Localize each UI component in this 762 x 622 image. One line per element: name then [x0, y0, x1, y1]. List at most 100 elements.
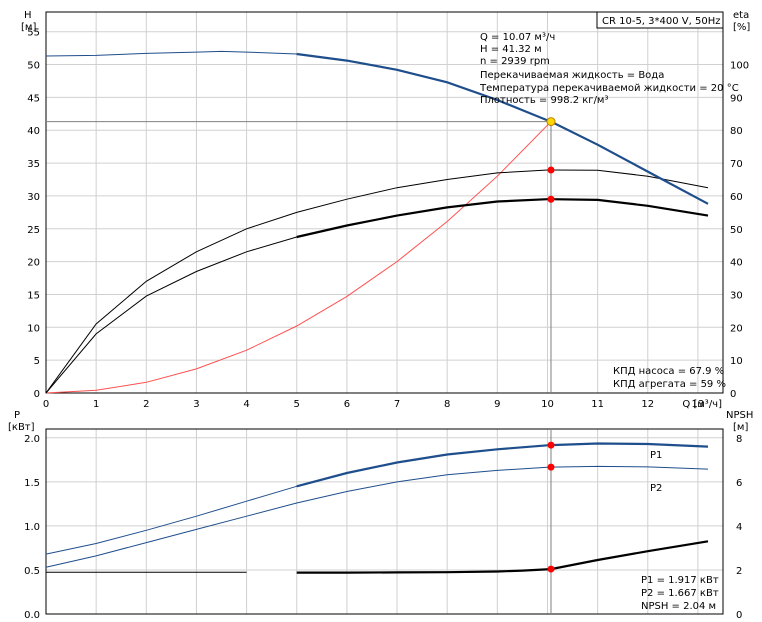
- npsh-tick-label: 4: [736, 522, 742, 533]
- x-tick-label: 0: [43, 399, 49, 410]
- p-tick-label: 1.5: [24, 478, 40, 489]
- y-right-label-upper-2: [%]: [733, 22, 750, 33]
- eta-unit-curve: [45, 198, 709, 394]
- y-left-tick-label: 45: [27, 93, 40, 104]
- info-line: H = 41.32 м: [480, 44, 542, 55]
- lower-plot-frame: [45, 428, 724, 615]
- x-tick-label: 2: [143, 399, 149, 410]
- x-tick-label: 1: [93, 399, 99, 410]
- duty-point-marker: [546, 117, 556, 127]
- p1-curve: [45, 442, 709, 555]
- head-efficiency-plot: 0 1 2 3 4 5 6 7 8 9 10 11 12 130510152025303540455055…: [21, 10, 750, 410]
- p1-curve-bold: [296, 442, 709, 488]
- p2-curve: [45, 465, 709, 568]
- lower-curves: [45, 429, 709, 614]
- info-line: n = 2939 rpm: [480, 56, 550, 67]
- x-tick-label: 3: [193, 399, 199, 410]
- x-tick-label: 8: [444, 399, 450, 410]
- power-line: NPSH = 2.04 м: [641, 601, 716, 612]
- p-tick-label: 1.0: [24, 522, 40, 533]
- upper-curves: [45, 50, 709, 394]
- y-right-tick-label: 100: [730, 61, 749, 72]
- p-tick-label: 0.5: [24, 566, 40, 577]
- power-line: P1 = 1.917 кВт: [641, 575, 719, 586]
- y-left-tick-label: 20: [27, 258, 40, 269]
- eta-unit-curve-bold: [296, 198, 709, 239]
- upper-plot-frame: [45, 11, 724, 394]
- upper-grid: [46, 12, 723, 393]
- y-left-label-lower-1: P: [14, 410, 20, 421]
- title-box: [596, 11, 724, 29]
- power-info: P1 = 1.917 кВт P2 = 1.667 кВт NPSH = 2.0…: [641, 575, 719, 612]
- x-tick-label: 5: [294, 399, 300, 410]
- y-left-label-upper-1: H: [24, 10, 32, 21]
- x-tick-label: 13: [692, 399, 705, 410]
- npsh-tick-label: 6: [736, 478, 742, 489]
- y-right-tick-label: 0: [730, 389, 736, 400]
- npsh-tick-label: 0: [736, 610, 742, 621]
- info-line: Плотность = 998.2 кг/м³: [480, 95, 609, 106]
- p2-op-marker: [547, 463, 555, 471]
- power-line: P2 = 1.667 кВт: [641, 588, 719, 599]
- y-left-tick-label: 15: [27, 290, 40, 301]
- y-right-label-lower-1: NPSH: [726, 410, 753, 421]
- y-left-label-lower-2: [кВт]: [8, 422, 35, 433]
- x-axis-label: Q [м³/ч]: [682, 399, 722, 410]
- npsh-tick-label: 2: [736, 566, 742, 577]
- x-tick-label: 12: [641, 399, 654, 410]
- y-right-tick-label: 60: [730, 192, 743, 203]
- x-tick-label: 7: [394, 399, 400, 410]
- y-left-tick-label: 30: [27, 192, 40, 203]
- y-left-tick-label: 0: [34, 389, 40, 400]
- info-line: Q = 10.07 м³/ч: [480, 32, 555, 43]
- x-tick-label: 6: [344, 399, 350, 410]
- info-line: Перекачиваемая жидкость = Вода: [480, 70, 664, 81]
- y-left-tick-label: 40: [27, 126, 40, 137]
- npsh-tick-label: 8: [736, 434, 742, 445]
- y-right-label-lower-2: [м]: [733, 422, 748, 433]
- y-left-tick-label: 10: [27, 323, 40, 334]
- lower-grid: [46, 429, 723, 614]
- operating-info: Q = 10.07 м³/ч H = 41.32 м n = 2939 rpm …: [479, 32, 739, 106]
- y-right-tick-label: 20: [730, 323, 743, 334]
- efficiency-info: КПД насоса = 67.9 % КПД агрегата = 59 %: [613, 366, 726, 390]
- y-right-tick-label: 40: [730, 258, 743, 269]
- y-right-tick-label: 30: [730, 290, 743, 301]
- y-right-label-upper-1: eta: [733, 10, 749, 21]
- info-line: Температура перекачиваемой жидкости = 20…: [479, 83, 739, 94]
- y-left-tick-label: 50: [27, 61, 40, 72]
- y-left-tick-label: 5: [34, 356, 40, 367]
- y-left-label-upper-2: [м]: [21, 22, 36, 33]
- x-tick-label: 10: [541, 399, 554, 410]
- upper-ticks: 0 1 2 3 4 5 6 7 8 9 10 11 12 130510152025303540455055…: [27, 28, 749, 410]
- p1-curve-label: P1: [650, 450, 662, 461]
- x-tick-label: 9: [494, 399, 500, 410]
- head-curve-bold: [296, 52, 709, 205]
- eta-pump-curve: [45, 169, 709, 394]
- p-tick-label: 0.0: [24, 610, 40, 621]
- y-right-tick-label: 80: [730, 126, 743, 137]
- x-tick-label: 11: [591, 399, 604, 410]
- p-tick-label: 2.0: [24, 434, 40, 445]
- x-tick-label: 4: [243, 399, 249, 410]
- npsh-op-marker: [547, 565, 555, 573]
- p2-curve-label: P2: [650, 483, 662, 494]
- chart-title: CR 10-5, 3*400 V, 50Hz: [602, 16, 720, 27]
- eff-line: КПД насоса = 67.9 %: [613, 366, 724, 377]
- eta-unit-op-marker: [547, 195, 555, 203]
- npsh-curve-bold: [296, 540, 709, 574]
- p1-op-marker: [547, 441, 555, 449]
- power-npsh-plot: 0.0 0.5 1.0 1.5 2.0 0 2 4 6 8 P [кВт] NPSH [м] P1…: [8, 410, 753, 621]
- y-right-tick-label: 10: [730, 356, 743, 367]
- system-curve: [45, 121, 552, 394]
- y-right-tick-label: 90: [730, 93, 743, 104]
- y-left-tick-label: 25: [27, 225, 40, 236]
- lower-ticks: 0.0 0.5 1.0 1.5 2.0 0 2 4 6 8: [24, 434, 742, 621]
- y-left-tick-label: 35: [27, 159, 40, 170]
- eff-line: КПД агрегата = 59 %: [613, 379, 726, 390]
- y-left-tick-label: 55: [27, 28, 40, 39]
- eta-pump-op-marker: [547, 166, 555, 174]
- y-right-tick-label: 70: [730, 159, 743, 170]
- y-right-tick-label: 50: [730, 225, 743, 236]
